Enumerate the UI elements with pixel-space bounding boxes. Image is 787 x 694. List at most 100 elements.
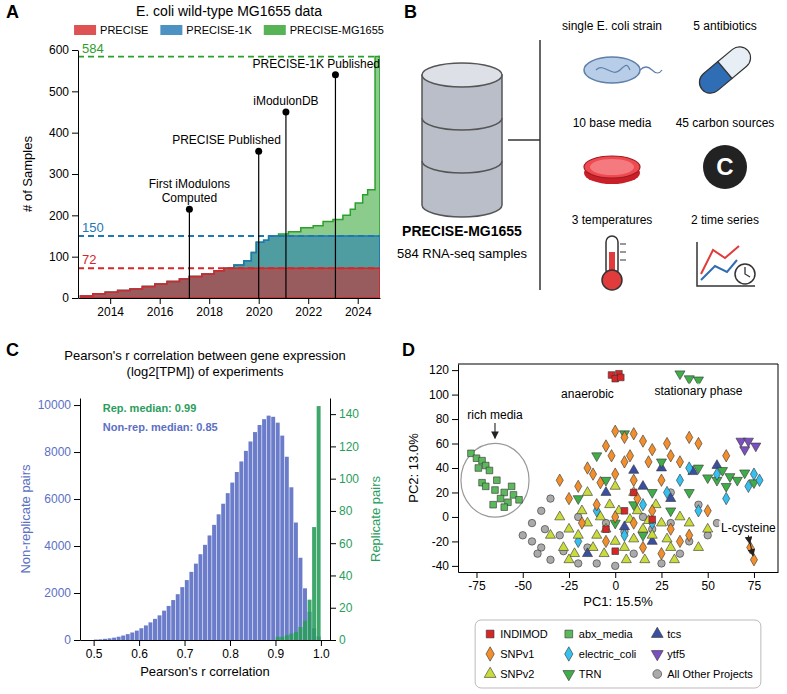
tick-label: 300	[49, 167, 69, 181]
plot-marks	[78, 57, 380, 298]
text-line: Computed	[162, 191, 217, 205]
tick-mark	[523, 572, 524, 578]
axis-title: # of Samples	[20, 136, 35, 212]
histogram-bar	[294, 523, 298, 640]
scatter-point	[569, 548, 579, 557]
scatter-point	[686, 462, 693, 474]
item-label: 2 time series	[691, 213, 759, 227]
tick: 2020	[246, 298, 273, 319]
tick-mark	[330, 640, 336, 641]
annotation-stem	[335, 75, 336, 298]
scatter-point	[669, 554, 679, 563]
scatter-point	[556, 532, 563, 539]
scatter-point	[629, 487, 639, 496]
scatter-point	[713, 468, 720, 480]
tick-label: 60	[436, 437, 450, 451]
histogram-bar	[167, 606, 171, 640]
tick-mark	[330, 414, 336, 415]
scatter-point	[740, 470, 750, 479]
panel-letter: D	[402, 340, 415, 360]
scatter-point	[601, 487, 611, 496]
scatter-point	[663, 486, 670, 498]
tick-mark	[615, 572, 616, 578]
tick: 0	[64, 633, 80, 647]
scatter-point	[639, 435, 646, 447]
tick: 2022	[295, 298, 322, 319]
tick-mark	[94, 640, 95, 646]
diagram-item: 10 base media	[573, 116, 652, 184]
histogram-bar	[239, 461, 243, 640]
plot-frame	[458, 364, 778, 572]
annotation-dot	[332, 71, 339, 78]
bacterium-icon	[584, 57, 640, 83]
axis-line	[330, 399, 331, 641]
scatter-point	[684, 490, 694, 499]
tick: -40	[432, 559, 458, 573]
scatter-point	[686, 431, 693, 443]
tick: 0	[330, 633, 346, 647]
histogram-bar	[285, 457, 289, 640]
capsule-icon	[695, 42, 755, 97]
annotation-group: anaerobic	[559, 387, 616, 401]
tick: 100	[429, 388, 458, 402]
chart-title: E. coli wild-type MG1655 data	[136, 3, 322, 19]
scatter-point	[545, 529, 555, 538]
label-patch	[719, 521, 778, 535]
scatter-point	[592, 453, 602, 462]
scatter-point	[494, 477, 501, 484]
scatter-point	[584, 462, 591, 474]
histogram-bar	[139, 628, 143, 640]
scatter-point	[663, 437, 670, 449]
tick-label: 2014	[97, 305, 124, 319]
histogram-bar	[230, 483, 234, 640]
histogram-bar	[158, 615, 162, 640]
scatter-point	[703, 475, 713, 484]
scatter-point	[666, 508, 676, 517]
text-line: Pearson's r correlation between gene exp…	[64, 348, 345, 363]
axis-title: Non-replicate pairs	[18, 464, 33, 574]
tick: 8000	[44, 445, 80, 459]
histogram-bar	[280, 637, 284, 640]
scatter-point	[602, 535, 609, 547]
legend-entry: SNPv2	[484, 667, 534, 680]
scatter-point	[610, 481, 620, 490]
annotation-dot	[282, 109, 289, 116]
tick: 0	[612, 572, 619, 593]
tick-mark	[259, 298, 260, 304]
legend-entry: INDIMOD	[486, 628, 548, 640]
histogram-bar	[130, 632, 134, 640]
tick-label: 100	[49, 250, 69, 264]
annotation: anaerobic	[561, 387, 614, 401]
tick: 40	[330, 569, 353, 583]
legend-label: PRECISE	[100, 24, 148, 36]
legend-marker	[565, 647, 573, 661]
scatter-point	[519, 532, 526, 539]
annotation-dot	[255, 148, 262, 155]
scatter-point	[528, 519, 535, 526]
tick: 0	[62, 291, 78, 305]
histogram-bar	[226, 493, 230, 640]
tick-mark	[110, 298, 111, 304]
tick-label: 20	[436, 486, 450, 500]
tick-mark	[452, 517, 458, 518]
text-line: PRECISE-1K Published	[253, 57, 380, 71]
histogram-bar	[162, 611, 166, 640]
tick: 2024	[345, 298, 372, 319]
scatter-point	[537, 507, 544, 514]
panel-letter: B	[404, 2, 417, 22]
tick-mark	[661, 572, 662, 578]
diagram-item: 3 temperatures	[572, 213, 653, 290]
item-label: 3 temperatures	[572, 213, 653, 227]
scatter-point	[575, 480, 582, 492]
cluster-outline	[461, 443, 529, 517]
axis-line	[459, 572, 779, 573]
tick-mark	[74, 546, 80, 547]
tick-mark	[72, 257, 78, 258]
panel-area-chart: AE. coli wild-type MG1655 dataPRECISEPRE…	[6, 2, 384, 319]
panel-diagram: BPRECISE-MG1655584 RNA-seq samplessingle…	[397, 2, 774, 290]
tick-mark	[72, 133, 78, 134]
scatter-point	[610, 536, 620, 545]
tick-mark	[330, 608, 336, 609]
scatter-point	[676, 550, 683, 557]
scatter-point	[612, 548, 619, 555]
